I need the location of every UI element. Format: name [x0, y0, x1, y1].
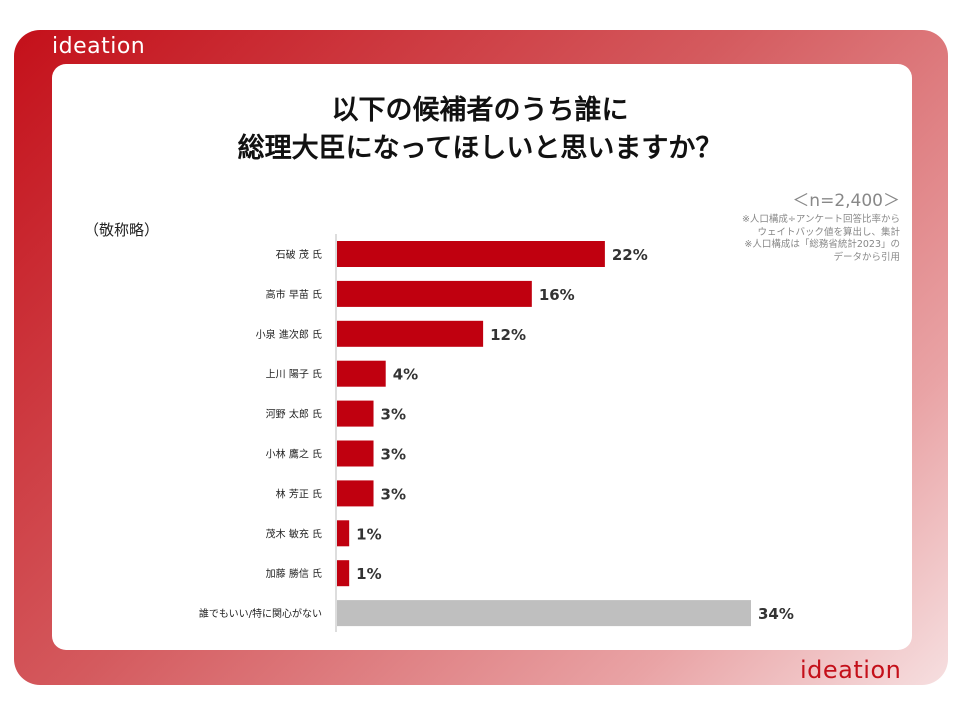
weight-note-line: データから引用: [833, 251, 900, 263]
honorific-note: （敬称略）: [84, 221, 160, 239]
category-label: 河野 太郎 氏: [266, 408, 322, 421]
value-label: 3%: [381, 485, 406, 503]
bar: [337, 400, 374, 427]
bar: [337, 360, 386, 387]
bar: [337, 241, 605, 267]
value-label: 3%: [381, 446, 406, 464]
brand-logo-bottom: ideation: [800, 656, 902, 684]
category-label: 加藤 勝信 氏: [266, 567, 322, 580]
value-label: 4%: [393, 366, 418, 384]
category-label: 茂木 敏充 氏: [266, 527, 322, 540]
chart-title-line1: 以下の候補者のうち誰に: [331, 95, 629, 126]
chart-panel: [52, 64, 912, 650]
bar: [337, 520, 350, 547]
category-label: 高市 早苗 氏: [266, 288, 322, 301]
value-label: 1%: [356, 565, 381, 583]
bar: [337, 480, 374, 507]
value-label: 16%: [539, 286, 575, 304]
weight-note-line: ※人口構成は「総務省統計2023」の: [744, 239, 900, 250]
chart-title-line2: 総理大臣になってほしいと思いますか？: [237, 133, 723, 164]
sample-size-label: ＜n=2,400＞: [792, 191, 900, 211]
bar: [337, 560, 350, 587]
value-label: 1%: [356, 525, 381, 543]
category-label: 石破 茂 氏: [276, 248, 322, 261]
brand-logo: ideation: [52, 34, 146, 59]
value-label: 22%: [612, 246, 648, 264]
category-label: 小林 鷹之 氏: [266, 448, 322, 461]
weight-note-line: ウェイトバック値を算出し、集計: [757, 226, 900, 238]
category-label: 小泉 進次郎 氏: [256, 328, 322, 341]
bar: [337, 600, 751, 627]
value-label: 3%: [381, 406, 406, 424]
weight-note-line: ※人口構成÷アンケート回答比率から: [741, 214, 900, 225]
value-label: 34%: [758, 605, 794, 623]
category-label: 林 芳正 氏: [276, 487, 322, 500]
category-label: 誰でもいい/特に関心がない: [199, 607, 322, 620]
category-label: 上川 陽子 氏: [266, 369, 322, 381]
bar: [337, 280, 532, 307]
bar: [337, 440, 374, 467]
value-label: 12%: [490, 326, 526, 344]
weight-note: ※人口構成÷アンケート回答比率から ウェイトバック値を算出し、集計 ※人口構成は…: [640, 214, 900, 264]
bar: [337, 320, 484, 347]
